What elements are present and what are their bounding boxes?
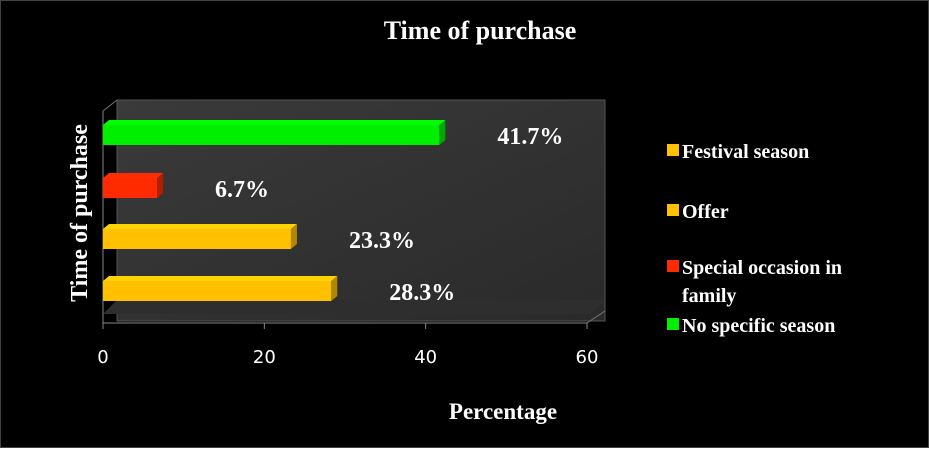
bar-group: 23.3%	[103, 224, 415, 254]
chart-title: Time of purchase	[384, 16, 577, 45]
bar	[103, 281, 332, 301]
legend-swatch	[667, 204, 679, 216]
x-tick-label: 20	[253, 347, 276, 368]
data-label: 6.7%	[215, 177, 269, 203]
x-tick-label: 40	[414, 347, 437, 368]
legend-swatch	[667, 318, 679, 330]
data-label: 23.3%	[349, 228, 415, 254]
legend-label: No specific season	[682, 315, 835, 337]
bar-top-face	[103, 173, 164, 178]
legend-entry: No specific season	[667, 315, 835, 337]
bar	[103, 178, 158, 198]
x-ticks-layer: 0 20 40 60	[97, 323, 598, 368]
legend: Festival season Offer Special occasion in f…	[667, 141, 842, 337]
bar-group: 41.7%	[103, 120, 563, 150]
y-axis-label: Time of purchase	[67, 124, 93, 302]
bar-side-face	[439, 120, 446, 145]
plot-floor	[103, 300, 605, 314]
depth-edge-left	[102, 99, 118, 112]
data-label: 28.3%	[389, 280, 455, 306]
x-tick-label: 60	[576, 347, 599, 368]
bar	[103, 229, 291, 249]
x-axis-label: Percentage	[449, 399, 557, 424]
legend-entry: Special occasion in family	[667, 257, 842, 307]
bar-side-face	[290, 224, 297, 249]
legend-swatch	[667, 260, 679, 272]
bar-group: 28.3%	[103, 276, 455, 306]
bars-layer: 28.3% 23.3% 6.7% 41.7%	[103, 120, 563, 306]
legend-label: Special occasion in	[682, 257, 842, 279]
bar-top-face	[103, 276, 338, 281]
legend-label: family	[682, 285, 736, 307]
legend-label: Offer	[682, 201, 729, 223]
data-label: 41.7%	[497, 124, 563, 150]
x-tick-label: 0	[97, 347, 108, 368]
bar-side-face	[157, 173, 164, 198]
depth-edge-right	[586, 310, 606, 324]
bar-top-face	[103, 120, 446, 125]
legend-label: Festival season	[682, 141, 809, 163]
legend-entry: Offer	[667, 201, 729, 223]
legend-swatch	[667, 144, 679, 156]
legend-entry: Festival season	[667, 141, 809, 163]
bar-group: 6.7%	[103, 173, 269, 203]
bar	[103, 125, 440, 145]
bar-top-face	[103, 224, 297, 229]
bar-side-face	[331, 276, 338, 301]
